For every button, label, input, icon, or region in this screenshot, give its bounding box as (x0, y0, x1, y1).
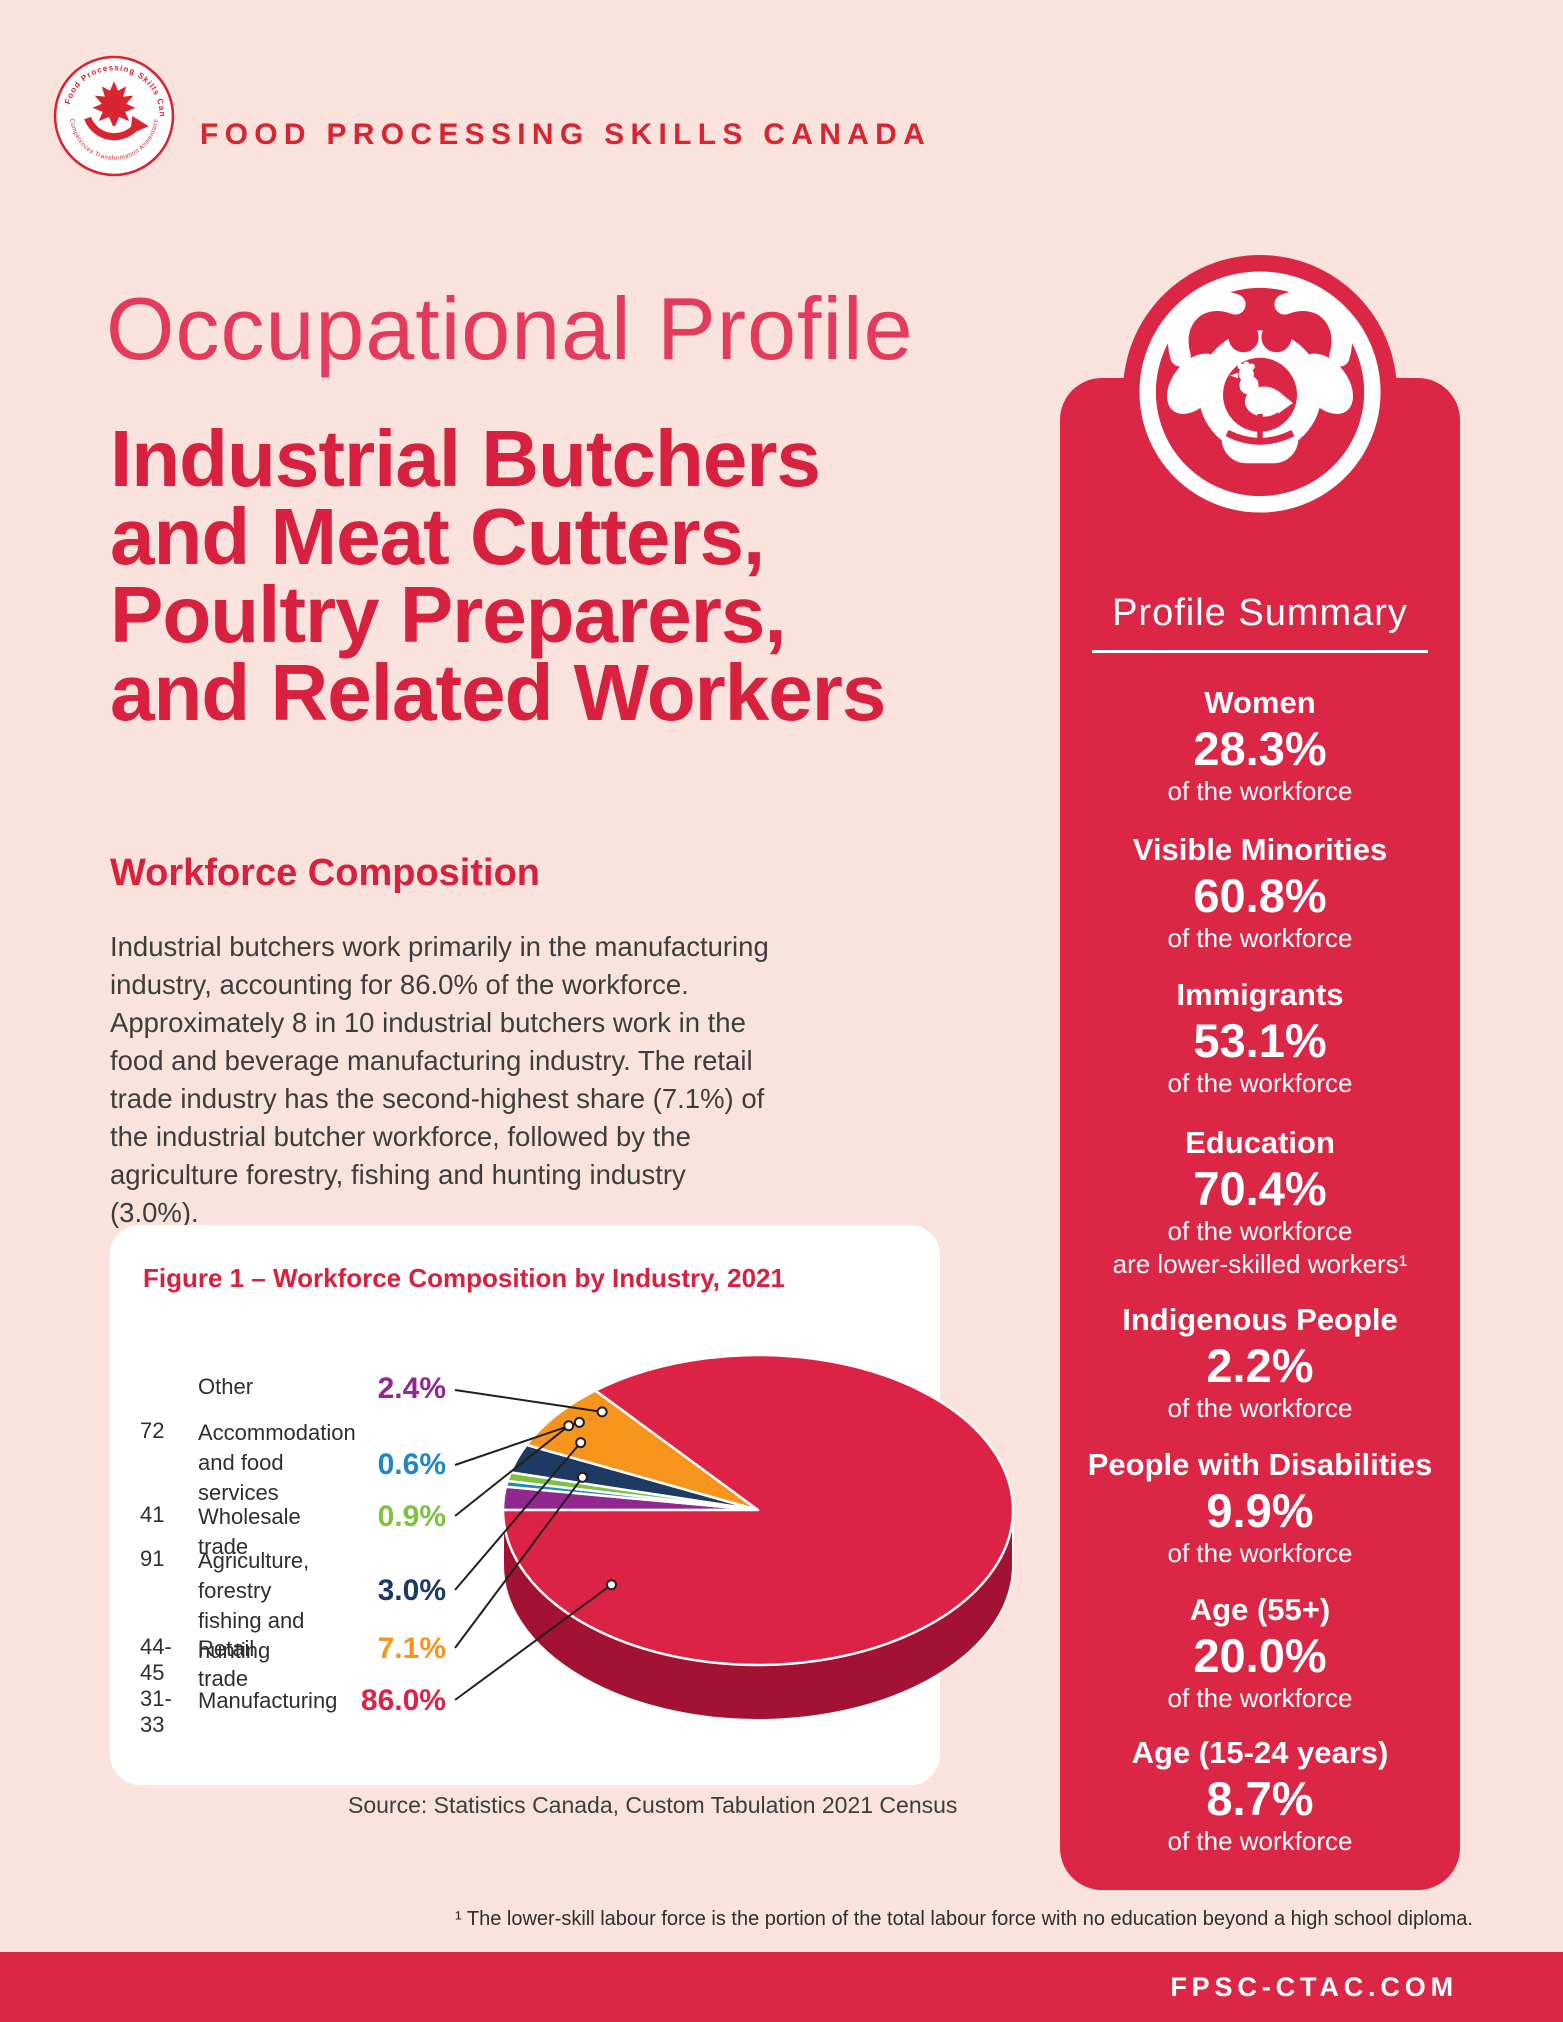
leader-line (454, 1583, 613, 1701)
stat-value: 9.9% (1206, 1484, 1314, 1537)
page-title: Industrial Butchers and Meat Cutters, Po… (110, 414, 886, 737)
stat-value: 8.7% (1206, 1772, 1314, 1825)
stat-label: Age (55+) (1189, 1592, 1331, 1627)
legend-industry-code: 72 (140, 1418, 165, 1443)
stat-caption: of the workforce (1167, 1538, 1353, 1568)
cow-chicken-icon (1139, 271, 1381, 513)
legend-label: Other (198, 1374, 254, 1399)
stat-value: 60.8% (1193, 869, 1327, 922)
stat-group: Age (15-24 years) 8.7% of the workforce (1060, 1733, 1460, 1858)
legend-percentage: 7.1% (377, 1632, 446, 1665)
legend-label: Manufacturing (198, 1688, 338, 1713)
stat-group: Women 28.3% of the workforce (1060, 683, 1460, 808)
stat-caption: are lower-skilled workers¹ (1112, 1249, 1408, 1279)
stat-group: Age (55+) 20.0% of the workforce (1060, 1590, 1460, 1715)
leader-dot (563, 1420, 575, 1432)
page-title-line-4: and Related Workers (110, 648, 886, 737)
stat-value: 2.2% (1206, 1339, 1314, 1392)
stat-caption: of the workforce (1167, 1068, 1353, 1098)
stat-label: Visible Minorities (1132, 832, 1388, 867)
page-title-line-2: and Meat Cutters, (110, 492, 765, 581)
eyebrow-title: Occupational Profile (106, 279, 914, 378)
legend-label: Accommodation and food services (198, 1420, 356, 1505)
legend-industry-code: 41 (140, 1502, 165, 1527)
fpsc-logo-seal-icon: Food Processing Skills Canada Compétence… (53, 55, 175, 177)
stat-label: Education (1185, 1125, 1335, 1160)
pie-chart (454, 1353, 1015, 1721)
leader-line (454, 1424, 570, 1517)
figure-title: Figure 1 – Workforce Composition by Indu… (143, 1263, 785, 1293)
legend-percentage: 86.0% (360, 1684, 446, 1717)
legend-industry-code: 44-45 (140, 1634, 172, 1685)
legend-label: Agriculture, forestry fishing and hunting (198, 1548, 310, 1663)
stat-label: Indigenous People (1122, 1302, 1398, 1337)
figure-source: Source: Statistics Canada, Custom Tabula… (348, 1792, 958, 1818)
leader-line (454, 1421, 580, 1466)
body-paragraph: Industrial butchers work primarily in th… (110, 931, 769, 1228)
stat-group: Visible Minorities 60.8% of the workforce (1060, 830, 1460, 955)
footnote: ¹ The lower-skill labour force is the po… (455, 1908, 1473, 1930)
stat-group: Education 70.4% of the workforce are lower-… (1060, 1123, 1460, 1281)
stat-caption: of the workforce (1167, 1216, 1353, 1246)
stat-value: 70.4% (1193, 1162, 1327, 1215)
page-title-line-1: Industrial Butchers (110, 414, 821, 503)
stat-label: People with Disabilities (1087, 1447, 1433, 1482)
leader-line (454, 1389, 603, 1413)
stat-label: Immigrants (1176, 977, 1344, 1012)
leader-dot (576, 1471, 588, 1483)
legend-industry-code: 91 (140, 1546, 165, 1571)
legend-label: Retail trade (198, 1636, 255, 1691)
stat-label: Age (15-24 years) (1131, 1735, 1389, 1770)
legend-industry-code: 31-33 (140, 1686, 172, 1737)
stat-value: 20.0% (1193, 1629, 1327, 1682)
panel-heading: Profile Summary (1112, 592, 1408, 634)
stat-caption: of the workforce (1167, 1683, 1353, 1713)
stat-group: Immigrants 53.1% of the workforce (1060, 975, 1460, 1100)
footer-bar: FPSC-CTAC.COM (0, 1952, 1563, 2022)
panel-heading-rule (1092, 650, 1428, 653)
leader-line (454, 1441, 582, 1591)
leader-dot (596, 1406, 608, 1418)
stat-label: Women (1204, 685, 1316, 720)
stat-caption: of the workforce (1167, 1393, 1353, 1423)
brand-header: FOOD PROCESSING SKILLS CANADA (200, 118, 932, 151)
footer-url[interactable]: FPSC-CTAC.COM (1170, 1972, 1458, 2002)
legend-percentage: 0.9% (377, 1500, 446, 1533)
leader-dot (573, 1416, 585, 1428)
leader-dot (575, 1437, 587, 1449)
leader-dot (605, 1579, 617, 1591)
stat-caption: of the workforce (1167, 776, 1353, 806)
stat-group: Indigenous People 2.2% of the workforce (1060, 1300, 1460, 1425)
pie-slice (501, 1353, 1015, 1667)
leader-line (454, 1476, 584, 1649)
page-title-line-3: Poultry Preparers, (110, 570, 787, 659)
legend-percentage: 0.6% (377, 1448, 446, 1481)
profile-summary-panel (1060, 378, 1460, 1890)
stat-caption: of the workforce (1167, 1826, 1353, 1856)
stat-group: People with Disabilities 9.9% of the workf… (1060, 1445, 1460, 1570)
legend-percentage: 2.4% (377, 1372, 446, 1405)
stat-caption: of the workforce (1167, 923, 1353, 953)
legend-label: Wholesale trade (198, 1504, 301, 1559)
stat-value: 53.1% (1193, 1014, 1327, 1067)
stat-value: 28.3% (1193, 722, 1327, 775)
legend-percentage: 3.0% (377, 1574, 446, 1607)
section-heading: Workforce Composition (110, 852, 540, 894)
